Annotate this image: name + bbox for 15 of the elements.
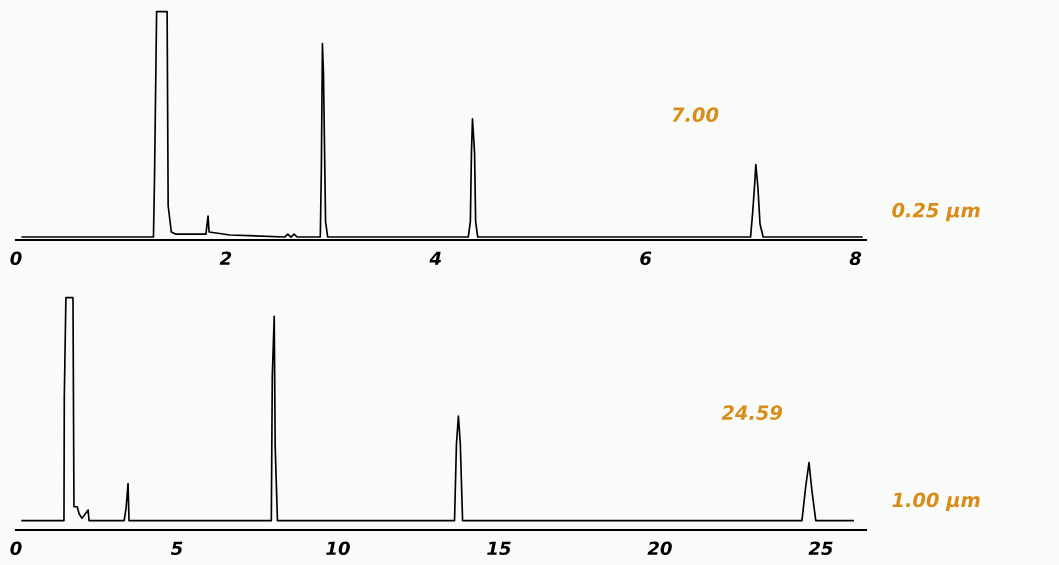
annotation: 24.59 xyxy=(721,405,783,420)
x-tick-label: 5 xyxy=(170,541,183,556)
x-tick-label: 15 xyxy=(487,541,511,556)
text: 0.25 µm xyxy=(892,202,980,222)
x-tick-label: 10 xyxy=(326,541,350,556)
x-tick-label: 25 xyxy=(808,541,833,556)
x-tick-label: 0 xyxy=(10,251,22,266)
annotation: 7.00 xyxy=(672,107,719,122)
x-tick-label: 20 xyxy=(647,541,672,556)
text: 1.00 µm xyxy=(892,492,980,512)
x-tick-label: 2 xyxy=(219,251,232,265)
x-tick-label: 4 xyxy=(429,251,441,265)
x-tick-label: 0 xyxy=(10,541,22,556)
x-tick-label: 8 xyxy=(849,251,862,266)
x-tick-label: 6 xyxy=(640,251,652,266)
